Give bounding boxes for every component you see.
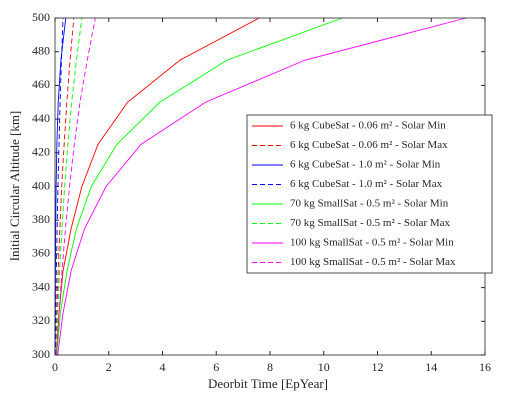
legend-label: 100 kg SmallSat - 0.5 m² - Solar Max [290, 256, 456, 268]
series-line [55, 17, 83, 356]
x-axis-label: Deorbit Time [EpYear] [208, 376, 328, 391]
y-tick-label: 440 [32, 111, 50, 125]
y-tick-label: 480 [32, 43, 50, 57]
legend-label: 6 kg CubeSat - 0.06 m² - Solar Min [290, 120, 446, 132]
legend-label: 6 kg CubeSat - 0.06 m² - Solar Max [290, 139, 448, 151]
y-tick-label: 460 [32, 77, 50, 91]
series-line [57, 17, 467, 356]
x-tick-label: 0 [52, 360, 58, 374]
x-tick-label: 8 [267, 360, 273, 374]
y-tick-label: 360 [32, 246, 50, 260]
x-tick-label: 16 [479, 360, 491, 374]
legend: 6 kg CubeSat - 0.06 m² - Solar Min 6 kg C… [246, 114, 493, 274]
series-line [56, 17, 96, 356]
y-axis-label: Initial Circular Altitude [km] [7, 111, 22, 262]
y-tick-label: 500 [32, 10, 50, 24]
x-tick-label: 14 [425, 360, 437, 374]
series-line [56, 17, 343, 356]
x-tick-label: 6 [213, 360, 219, 374]
legend-label: 70 kg SmallSat - 0.5 m² - Solar Max [290, 217, 451, 229]
y-tick-label: 300 [32, 347, 50, 361]
legend-label: 6 kg CubeSat - 1.0 m² - Solar Max [290, 178, 443, 190]
legend-label: 70 kg SmallSat - 0.5 m² - Solar Min [290, 198, 449, 210]
series-line [55, 17, 75, 356]
series-line [54, 17, 64, 356]
y-tick-label: 380 [32, 212, 50, 226]
y-tick-label: 320 [32, 313, 50, 327]
y-tick-label: 340 [32, 279, 50, 293]
x-tick-label: 12 [372, 360, 384, 374]
legend-label: 6 kg CubeSat - 1.0 m² - Solar Min [290, 159, 441, 171]
y-tick-label: 400 [32, 178, 50, 192]
y-tick-label: 420 [32, 145, 50, 159]
legend-label: 100 kg SmallSat - 0.5 m² - Solar Min [290, 237, 454, 249]
legend-box [246, 114, 493, 274]
x-tick-label: 10 [318, 360, 330, 374]
x-tick-label: 2 [106, 360, 112, 374]
x-tick-label: 4 [160, 360, 166, 374]
